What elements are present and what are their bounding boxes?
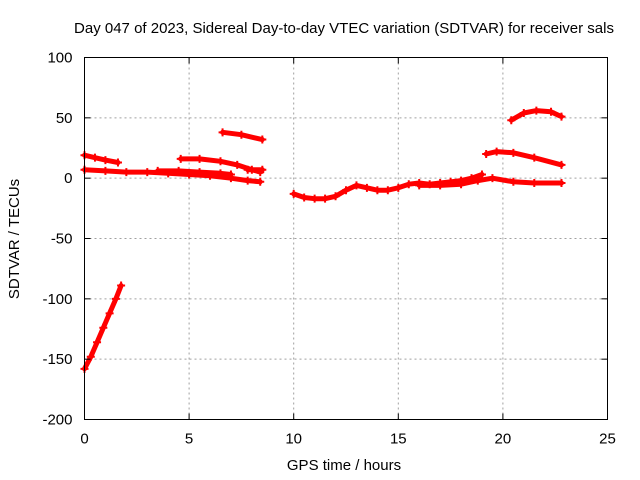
y-tick-label: -150 xyxy=(42,351,72,368)
data-point xyxy=(258,165,267,174)
data-point xyxy=(258,135,267,144)
data-point xyxy=(310,194,319,203)
x-tick-label: 20 xyxy=(495,431,512,448)
data-point xyxy=(457,180,466,189)
data-point xyxy=(509,177,518,186)
data-point xyxy=(174,166,183,175)
data-point xyxy=(331,192,340,201)
data-point xyxy=(373,186,382,195)
series-arc-9 xyxy=(415,174,566,190)
series-arc-10 xyxy=(482,147,566,169)
data-point xyxy=(195,154,204,163)
data-point xyxy=(492,147,501,156)
data-point xyxy=(394,183,403,192)
data-point xyxy=(101,156,110,165)
data-point xyxy=(300,193,309,202)
data-point xyxy=(233,160,242,169)
data-point xyxy=(237,130,246,139)
data-point xyxy=(256,177,265,186)
y-tick-label: -200 xyxy=(42,412,72,429)
data-point xyxy=(532,106,541,115)
data-point xyxy=(321,194,330,203)
y-axis-label: SDTVAR / TECUs xyxy=(6,179,23,299)
x-tick-label: 15 xyxy=(390,431,407,448)
data-point xyxy=(342,186,350,195)
data-point xyxy=(195,168,204,177)
series-line xyxy=(82,152,121,165)
x-tick-label: 5 xyxy=(185,431,193,448)
data-point xyxy=(143,168,152,177)
data-point xyxy=(105,309,114,318)
y-tick-label: 100 xyxy=(47,50,72,67)
x-tick-label: 10 xyxy=(285,431,302,448)
data-point xyxy=(507,116,516,125)
data-point xyxy=(547,107,556,116)
data-point xyxy=(530,153,539,162)
data-point xyxy=(99,323,108,332)
data-point xyxy=(101,166,110,175)
data-point xyxy=(404,180,413,189)
tick-layer: 0 5 10 15 20 25 -200 -150 -100 -50 0 50 100 xyxy=(42,50,615,448)
data-point xyxy=(243,176,252,185)
series-arc-7 xyxy=(218,128,267,144)
x-axis-label: GPS time / hours xyxy=(287,457,401,474)
series-line xyxy=(220,129,265,143)
data-point xyxy=(153,166,162,175)
data-point xyxy=(415,181,424,190)
y-tick-label: -50 xyxy=(51,231,73,248)
series-arc-11 xyxy=(507,106,566,125)
y-tick-label: -100 xyxy=(42,291,72,308)
series-arc-4 xyxy=(153,166,235,179)
series-arc-2 xyxy=(80,151,122,167)
x-tick-label: 0 xyxy=(80,431,88,448)
y-tick-label: 0 xyxy=(64,170,72,187)
data-point xyxy=(557,112,566,121)
data-point xyxy=(243,165,252,174)
data-point xyxy=(519,109,528,118)
data-point xyxy=(557,160,566,169)
series-layer xyxy=(80,106,566,373)
data-point xyxy=(530,178,539,187)
data-point xyxy=(86,352,95,361)
data-point xyxy=(176,154,185,163)
data-point xyxy=(216,169,225,178)
data-point xyxy=(557,178,566,187)
data-point xyxy=(362,183,371,192)
data-point xyxy=(352,181,361,190)
data-point xyxy=(113,158,122,167)
data-point xyxy=(111,294,120,303)
data-point xyxy=(216,157,225,166)
data-point xyxy=(383,186,392,195)
data-point xyxy=(122,168,131,177)
data-point xyxy=(473,176,482,185)
x-tick-label: 25 xyxy=(599,431,616,448)
data-point xyxy=(289,189,298,198)
chart-title: Day 047 of 2023, Sidereal Day-to-day VTE… xyxy=(74,20,614,37)
data-point xyxy=(482,150,491,159)
data-point xyxy=(436,181,445,190)
data-point xyxy=(477,170,486,179)
data-point xyxy=(218,128,227,137)
data-point xyxy=(488,174,497,183)
grid-layer xyxy=(84,57,608,420)
data-point xyxy=(117,281,126,290)
data-point xyxy=(226,170,235,179)
data-point xyxy=(93,338,102,347)
series-arc-1 xyxy=(80,281,126,373)
data-point xyxy=(509,148,518,157)
y-tick-label: 50 xyxy=(56,110,73,127)
series-arc-6 xyxy=(243,165,267,174)
data-point xyxy=(90,153,99,162)
